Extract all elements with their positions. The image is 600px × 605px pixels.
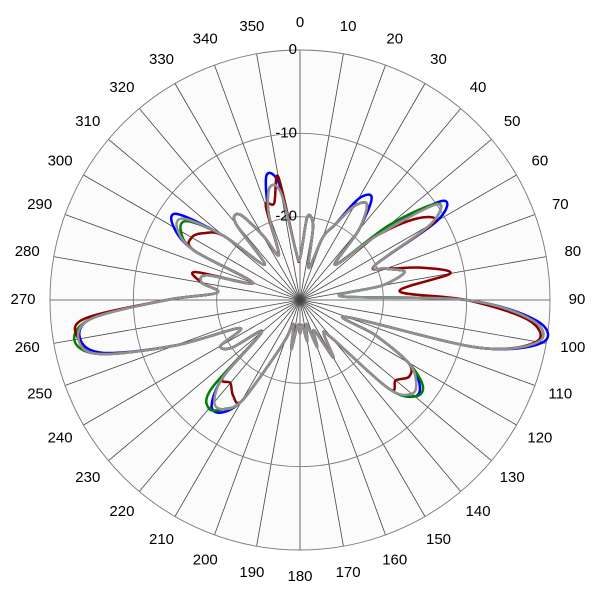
spoke — [299, 138, 492, 301]
angle-tick-label: 100 — [560, 339, 585, 356]
spoke — [174, 299, 301, 517]
angle-tick-label: 260 — [15, 339, 40, 356]
grid-ring — [216, 216, 384, 384]
angle-tick-label: 350 — [239, 18, 264, 35]
spoke — [299, 53, 344, 301]
angle-tick-label: 300 — [48, 152, 73, 169]
angle-tick-label: 180 — [287, 568, 312, 585]
spoke — [299, 174, 517, 301]
angle-tick-label: 250 — [27, 386, 52, 403]
spoke — [299, 299, 536, 386]
angle-tick-label: 310 — [75, 113, 100, 130]
angle-tick-label: 120 — [527, 429, 552, 446]
angle-tick-label: 90 — [569, 291, 586, 308]
spoke — [108, 299, 301, 462]
spoke — [83, 299, 301, 426]
angle-tick-label: 200 — [193, 551, 218, 568]
angle-tick-label: 140 — [466, 503, 491, 520]
grid-ring — [49, 49, 551, 551]
spoke — [299, 299, 426, 517]
angle-tick-label: 340 — [193, 31, 218, 48]
angle-tick-label: 50 — [504, 113, 521, 130]
spoke — [174, 83, 301, 301]
angle-tick-label: 320 — [109, 79, 134, 96]
r-tick-label: 0 — [289, 41, 297, 58]
angle-tick-label: 40 — [470, 79, 487, 96]
angle-tick-label: 160 — [382, 551, 407, 568]
r-tick-label: -10 — [275, 124, 297, 141]
angle-tick-label: 60 — [532, 152, 549, 169]
angle-tick-label: 110 — [548, 386, 572, 403]
spoke — [299, 83, 426, 301]
angle-tick-label: 150 — [426, 531, 451, 548]
spoke — [299, 299, 547, 344]
angle-tick-label: 290 — [27, 196, 52, 213]
angle-tick-label: 220 — [109, 503, 134, 520]
angle-tick-label: 70 — [552, 196, 569, 213]
spoke — [138, 299, 301, 492]
spoke — [299, 108, 462, 301]
angle-tick-label: 210 — [149, 531, 174, 548]
spoke — [53, 256, 301, 301]
angle-tick-label: 240 — [48, 429, 73, 446]
spoke — [138, 108, 301, 301]
spoke — [214, 64, 301, 301]
spoke — [299, 64, 386, 301]
angle-tick-label: 330 — [149, 51, 174, 68]
spoke — [64, 214, 301, 301]
angle-tick-label: 280 — [15, 243, 40, 260]
pattern-line — [76, 183, 545, 411]
spoke — [53, 299, 301, 344]
angle-tick-label: 0 — [296, 14, 304, 31]
spoke — [108, 138, 301, 301]
spoke — [299, 299, 462, 492]
angle-tick-label: 80 — [564, 243, 581, 260]
angle-tick-label: 170 — [336, 564, 361, 581]
angle-tick-label: 270 — [10, 291, 35, 308]
angle-tick-label: 10 — [340, 18, 357, 35]
angle-tick-label: 230 — [75, 469, 100, 486]
angle-tick-label: 130 — [500, 469, 525, 486]
angle-tick-label: 20 — [386, 31, 403, 48]
r-tick-label: -20 — [275, 208, 297, 225]
spoke — [299, 214, 536, 301]
angle-tick-label: 30 — [430, 51, 447, 68]
angle-tick-label: 190 — [239, 564, 264, 581]
